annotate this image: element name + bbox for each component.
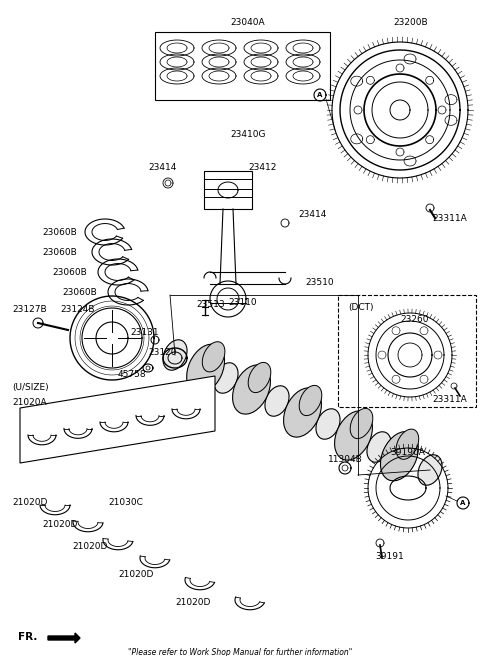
Text: 11304B: 11304B <box>328 455 363 464</box>
Text: 23410G: 23410G <box>230 130 266 139</box>
Text: 23060B: 23060B <box>62 288 97 297</box>
Bar <box>338 295 476 407</box>
Ellipse shape <box>396 429 419 459</box>
Text: 21020D: 21020D <box>175 598 210 607</box>
Text: 21020A: 21020A <box>12 398 47 407</box>
Text: 23412: 23412 <box>248 163 276 172</box>
Text: 23060B: 23060B <box>52 268 87 277</box>
Ellipse shape <box>284 388 322 437</box>
Text: 45758: 45758 <box>118 370 146 379</box>
Text: 23311A: 23311A <box>432 395 467 404</box>
Text: 23414: 23414 <box>148 163 176 172</box>
Bar <box>155 32 330 100</box>
Text: A: A <box>317 92 323 98</box>
Ellipse shape <box>187 344 225 394</box>
Text: 23110: 23110 <box>228 298 257 307</box>
Ellipse shape <box>335 411 372 460</box>
Text: 23060B: 23060B <box>42 228 77 237</box>
Ellipse shape <box>316 409 340 440</box>
Text: 23510: 23510 <box>305 278 334 287</box>
Ellipse shape <box>163 340 187 370</box>
Text: 21020D: 21020D <box>42 520 77 529</box>
Text: 39190A: 39190A <box>390 448 425 457</box>
Text: A: A <box>460 500 466 506</box>
Text: 23513: 23513 <box>196 300 225 309</box>
Text: "Please refer to Work Shop Manual for further information": "Please refer to Work Shop Manual for fu… <box>128 648 352 656</box>
Text: 23124B: 23124B <box>60 305 95 314</box>
Text: FR.: FR. <box>18 632 37 642</box>
Text: 23311A: 23311A <box>432 214 467 223</box>
Text: 39191: 39191 <box>375 552 404 561</box>
Text: (U/SIZE): (U/SIZE) <box>12 383 48 392</box>
Ellipse shape <box>367 432 391 462</box>
Text: 23060B: 23060B <box>42 248 77 257</box>
Ellipse shape <box>381 432 419 481</box>
Text: 23131: 23131 <box>130 328 158 337</box>
Text: 23040A: 23040A <box>231 18 265 27</box>
Ellipse shape <box>265 386 289 416</box>
Text: 23200B: 23200B <box>393 18 428 27</box>
Bar <box>204 171 252 209</box>
Text: 21020D: 21020D <box>118 570 154 579</box>
Text: 23127B: 23127B <box>12 305 47 314</box>
Ellipse shape <box>350 409 373 439</box>
Text: 23120: 23120 <box>148 348 177 357</box>
Ellipse shape <box>418 455 442 485</box>
Polygon shape <box>48 633 80 643</box>
Ellipse shape <box>214 363 238 393</box>
Text: (DCT): (DCT) <box>348 303 373 312</box>
Ellipse shape <box>299 385 322 416</box>
Polygon shape <box>20 376 215 463</box>
Text: 21030C: 21030C <box>108 498 143 507</box>
Text: 21020D: 21020D <box>12 498 48 507</box>
Text: 23260: 23260 <box>400 315 429 324</box>
Ellipse shape <box>202 342 225 372</box>
Text: 21020D: 21020D <box>72 542 108 551</box>
Ellipse shape <box>248 362 271 392</box>
Ellipse shape <box>233 365 270 414</box>
Text: 23414: 23414 <box>298 210 326 219</box>
